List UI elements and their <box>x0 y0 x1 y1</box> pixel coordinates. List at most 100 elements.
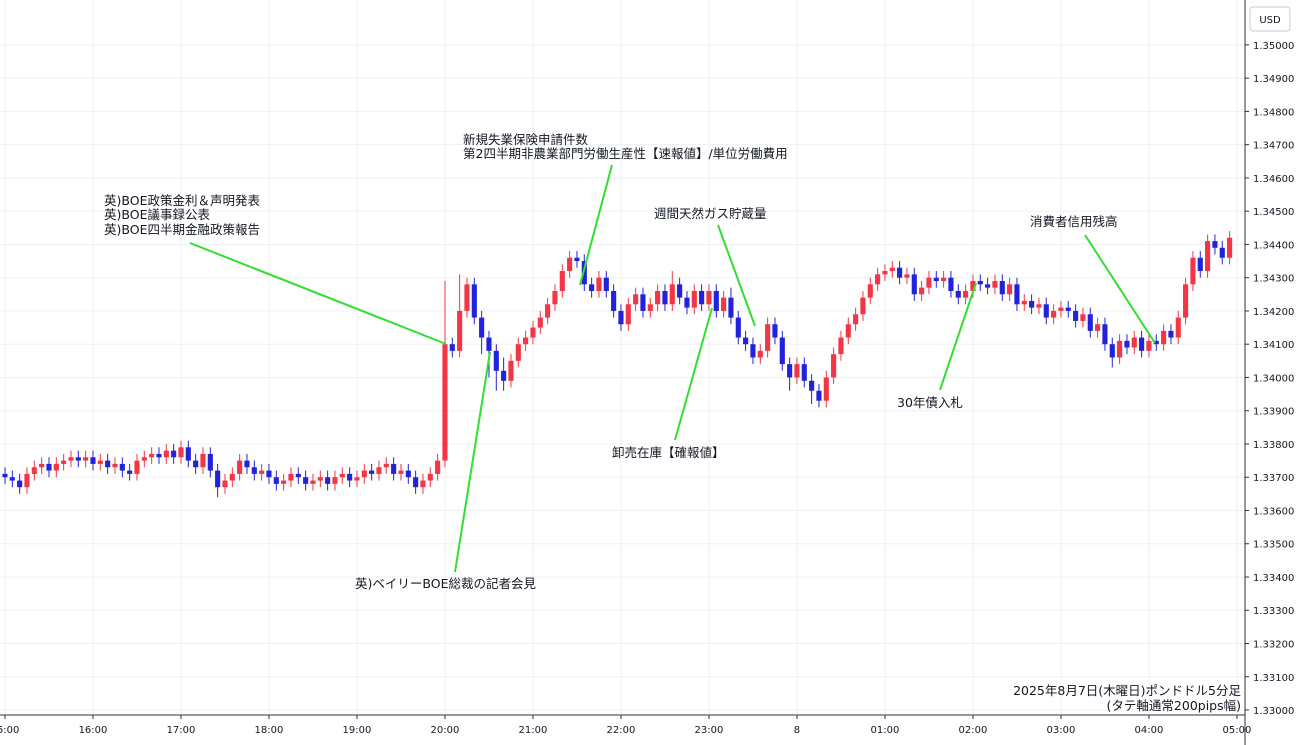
candle-body <box>992 281 998 288</box>
candle-body <box>61 460 67 464</box>
candle-body <box>105 460 111 468</box>
candle-body <box>794 364 800 378</box>
y-tick-label: 1.34700 <box>1253 141 1294 152</box>
annotation: 英)BOE政策金利＆声明発表 <box>104 193 260 208</box>
y-tick-label: 1.33100 <box>1253 673 1294 684</box>
candle-body <box>244 460 250 468</box>
annotation-line <box>1084 234 1156 344</box>
candle-body <box>596 277 602 291</box>
candle-body <box>332 477 338 484</box>
y-tick-label: 1.33800 <box>1253 440 1294 451</box>
candle-body <box>1183 284 1189 318</box>
candle-body <box>508 360 514 381</box>
candle-body <box>838 337 844 355</box>
candle-body <box>266 470 272 478</box>
axes: 1.33000 1.33100 1.33200 1.33300 1.33400 1.335… <box>0 41 1294 736</box>
candle-body <box>1080 314 1086 321</box>
candle-body <box>963 290 969 298</box>
candle-body <box>442 344 448 461</box>
candle-body <box>163 450 169 458</box>
annotation-lines <box>189 164 1156 573</box>
candle-body <box>273 477 279 484</box>
candle-body <box>354 477 360 481</box>
candle-body <box>889 267 895 272</box>
annotation: 新規失業保険申請件数 <box>463 132 589 147</box>
x-tick-label: 15:00 <box>0 725 19 736</box>
candle-body <box>281 480 287 484</box>
candle-body <box>141 457 147 461</box>
candle-body <box>618 310 624 325</box>
candle-body <box>589 284 595 291</box>
x-tick-label: 23:00 <box>695 725 724 736</box>
candle-body <box>479 317 485 338</box>
candle-body <box>295 473 301 478</box>
candle-body <box>640 294 646 311</box>
candle-body <box>515 344 521 361</box>
candle-body <box>31 467 37 474</box>
candle-body <box>464 284 470 311</box>
candle-body <box>919 287 925 295</box>
candle-body <box>706 290 712 305</box>
candle-body <box>1029 300 1035 308</box>
x-tick-label: 22:00 <box>607 725 636 736</box>
candles <box>2 231 1233 498</box>
candle-body <box>288 473 294 481</box>
y-tick-label: 1.34500 <box>1253 207 1294 218</box>
candle-body <box>1073 310 1079 321</box>
candle-body <box>977 281 983 285</box>
candle-body <box>1139 337 1145 351</box>
candle-body <box>347 473 353 481</box>
candle-body <box>735 317 741 338</box>
annotation-line <box>939 282 977 391</box>
x-tick-label: 20:00 <box>431 725 460 736</box>
y-tick-label: 1.33600 <box>1253 506 1294 517</box>
y-tick-label: 1.33200 <box>1253 640 1294 651</box>
x-tick-label: 02:00 <box>959 725 988 736</box>
candle-body <box>728 297 734 318</box>
candle-body <box>215 470 221 488</box>
candle-body <box>1175 317 1181 338</box>
candle-body <box>1095 324 1101 331</box>
candle-body <box>911 274 917 295</box>
candle-body <box>251 467 257 474</box>
candle-body <box>662 290 668 305</box>
candle-body <box>933 277 939 282</box>
annotation: 第2四半期非農業部門労働生産性【速報値】/単位労働費用 <box>463 146 788 161</box>
footer-note: 2025年8月7日(木曜日)ポンドドル5分足 <box>1013 683 1241 698</box>
candle-body <box>523 337 529 345</box>
x-tick-label: 17:00 <box>167 725 196 736</box>
candle-body <box>398 470 404 474</box>
y-tick-label: 1.33500 <box>1253 540 1294 551</box>
candle-body <box>530 327 536 338</box>
candle-body <box>1146 340 1152 351</box>
candle-body <box>1014 284 1020 305</box>
candle-body <box>611 290 617 311</box>
candle-body <box>90 457 96 464</box>
currency-button[interactable] <box>1249 6 1291 32</box>
candle-body <box>1212 241 1218 248</box>
candle-body <box>75 457 81 461</box>
candle-body <box>757 350 763 358</box>
x-tick-label: 21:00 <box>519 725 548 736</box>
y-tick-label: 1.34200 <box>1253 307 1294 318</box>
candle-body <box>39 463 45 468</box>
candle-body <box>823 377 829 401</box>
candle-body <box>317 477 323 481</box>
y-tick-label: 1.34600 <box>1253 174 1294 185</box>
candle-body <box>904 274 910 278</box>
candle-body <box>633 294 639 305</box>
annotation: 英)ベイリーBOE総裁の記者会見 <box>355 576 536 591</box>
x-tick-label: 01:00 <box>871 725 900 736</box>
candle-body <box>486 337 492 351</box>
candle-body <box>999 281 1005 295</box>
candle-body <box>691 290 697 308</box>
candle-body <box>391 463 397 474</box>
candle-body <box>699 290 705 305</box>
candle-body <box>537 317 543 328</box>
candle-body <box>948 277 954 291</box>
candle-body <box>207 453 213 471</box>
candle-body <box>178 447 184 458</box>
y-tick-label: 1.33300 <box>1253 606 1294 617</box>
